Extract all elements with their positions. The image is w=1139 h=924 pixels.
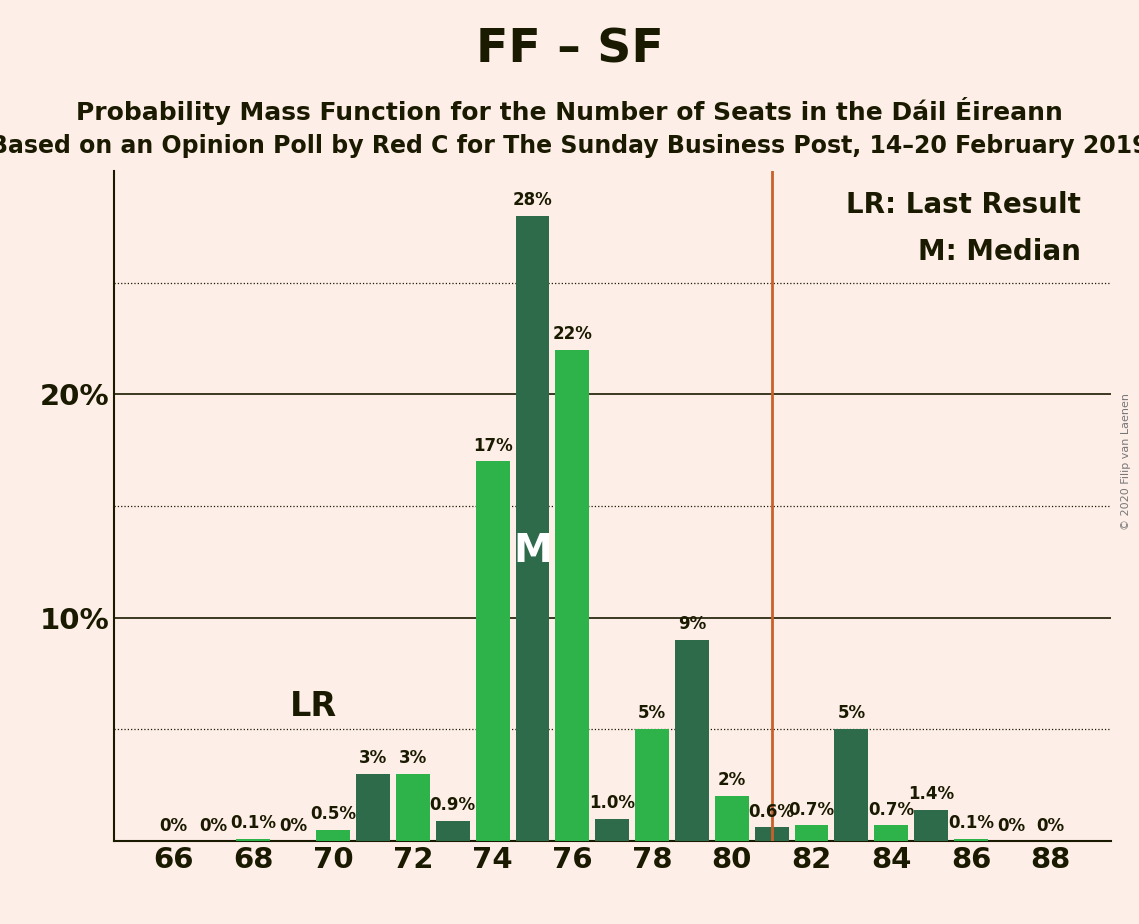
- Text: LR: LR: [289, 690, 337, 723]
- Bar: [875, 825, 908, 841]
- Text: 1.0%: 1.0%: [589, 794, 636, 812]
- Bar: [795, 825, 828, 841]
- Text: 28%: 28%: [513, 191, 552, 209]
- Text: 0%: 0%: [1036, 817, 1065, 835]
- Text: 9%: 9%: [678, 615, 706, 633]
- Text: 3%: 3%: [399, 749, 427, 767]
- Text: © 2020 Filip van Laenen: © 2020 Filip van Laenen: [1121, 394, 1131, 530]
- Text: Based on an Opinion Poll by Red C for The Sunday Business Post, 14–20 February 2: Based on an Opinion Poll by Red C for Th…: [0, 134, 1139, 158]
- Bar: [835, 729, 868, 841]
- Text: 0%: 0%: [159, 817, 188, 835]
- Text: 17%: 17%: [473, 436, 513, 455]
- Bar: [715, 796, 748, 841]
- Text: 0%: 0%: [279, 817, 308, 835]
- Text: 0.6%: 0.6%: [748, 803, 795, 821]
- Bar: [675, 640, 708, 841]
- Bar: [516, 215, 549, 841]
- Bar: [596, 819, 629, 841]
- Text: Probability Mass Function for the Number of Seats in the Dáil Éireann: Probability Mass Function for the Number…: [76, 97, 1063, 125]
- Text: 0.7%: 0.7%: [788, 800, 835, 819]
- Text: 0.9%: 0.9%: [429, 796, 476, 814]
- Bar: [237, 839, 270, 841]
- Text: 0%: 0%: [199, 817, 228, 835]
- Text: 1.4%: 1.4%: [908, 784, 954, 803]
- Text: 0%: 0%: [997, 817, 1025, 835]
- Text: 0.1%: 0.1%: [948, 814, 994, 832]
- Text: 2%: 2%: [718, 772, 746, 789]
- Text: FF – SF: FF – SF: [476, 28, 663, 73]
- Bar: [476, 461, 509, 841]
- Bar: [556, 349, 589, 841]
- Text: 22%: 22%: [552, 325, 592, 343]
- Text: 0.5%: 0.5%: [310, 805, 357, 823]
- Bar: [636, 729, 669, 841]
- Text: LR: Last Result: LR: Last Result: [846, 191, 1081, 219]
- Bar: [317, 830, 350, 841]
- Text: M: M: [513, 531, 552, 569]
- Bar: [436, 821, 469, 841]
- Text: 0.7%: 0.7%: [868, 800, 915, 819]
- Text: M: Median: M: Median: [918, 238, 1081, 266]
- Bar: [396, 774, 429, 841]
- Bar: [755, 828, 788, 841]
- Bar: [915, 809, 948, 841]
- Text: 5%: 5%: [837, 704, 866, 723]
- Text: 5%: 5%: [638, 704, 666, 723]
- Bar: [954, 839, 988, 841]
- Text: 3%: 3%: [359, 749, 387, 767]
- Text: 0.1%: 0.1%: [230, 814, 277, 832]
- Bar: [357, 774, 390, 841]
